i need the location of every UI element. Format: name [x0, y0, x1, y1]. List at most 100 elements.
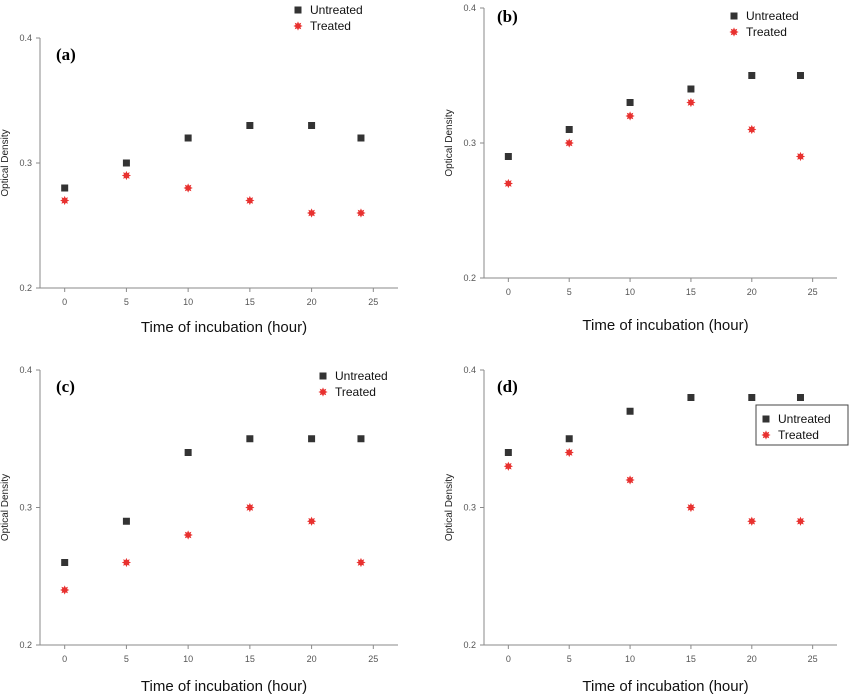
- x-tick-label: 15: [245, 654, 255, 664]
- untreated-point: [504, 153, 512, 160]
- treated-point: [183, 530, 193, 540]
- y-tick-label: 0.3: [19, 503, 32, 513]
- untreated-point: [246, 122, 254, 129]
- treated-point: [183, 183, 193, 193]
- legend-label-untreated: Untreated: [335, 369, 388, 383]
- x-tick-label: 15: [245, 297, 255, 307]
- panel-label: (b): [497, 7, 518, 26]
- y-axis-label: Optical Density: [0, 129, 11, 196]
- y-axis-label: Optical Density: [0, 474, 11, 541]
- y-tick-label: 0.2: [19, 640, 32, 650]
- legend-marker-treated: [761, 430, 771, 440]
- legend-label-treated: Treated: [335, 385, 376, 399]
- x-axis-label: Time of incubation (hour): [141, 319, 307, 336]
- untreated-point: [122, 159, 130, 167]
- series-treated: [60, 502, 366, 595]
- legend-marker-treated: [729, 27, 739, 37]
- legend-label-untreated: Untreated: [310, 3, 363, 17]
- x-tick-label: 10: [183, 297, 193, 307]
- treated-point: [564, 138, 574, 148]
- x-tick-label: 5: [124, 297, 129, 307]
- x-tick-label: 20: [307, 297, 317, 307]
- x-axis-label: Time of incubation (hour): [582, 317, 748, 334]
- legend-label-untreated: Untreated: [746, 9, 799, 23]
- legend-marker-untreated: [762, 415, 770, 423]
- untreated-point: [504, 449, 512, 456]
- untreated-point: [308, 122, 316, 129]
- untreated-point: [308, 435, 316, 443]
- y-tick-label: 0.4: [463, 365, 476, 375]
- untreated-point: [246, 435, 254, 443]
- treated-point: [564, 447, 574, 458]
- panel-label: (c): [56, 377, 75, 396]
- treated-point: [625, 475, 635, 485]
- y-tick-label: 0.3: [463, 503, 476, 513]
- legend: Untreated Treated: [318, 369, 388, 399]
- y-tick-label: 0.4: [19, 33, 32, 43]
- x-tick-label: 20: [747, 654, 757, 664]
- untreated-point: [61, 184, 69, 192]
- treated-point: [795, 151, 806, 162]
- series-untreated: [61, 122, 365, 192]
- panel-d: 0.2 0.3 0.4 0 5 10 15 20 25 Time of incubation (h…: [444, 365, 849, 695]
- series-untreated: [61, 435, 365, 566]
- legend: Untreated Treated: [729, 9, 799, 39]
- x-tick-label: 25: [808, 287, 818, 297]
- treated-point: [60, 585, 70, 595]
- treated-point: [503, 461, 513, 471]
- x-tick-label: 0: [506, 287, 511, 297]
- legend-marker-untreated: [294, 6, 302, 14]
- untreated-point: [565, 435, 573, 443]
- treated-point: [356, 557, 366, 568]
- panel-c: 0.2 0.3 0.4 0 5 10 15 20 25 Time of incubation (h…: [0, 365, 398, 695]
- x-tick-label: 20: [307, 654, 317, 664]
- untreated-point: [184, 449, 192, 456]
- untreated-point: [796, 394, 804, 401]
- panel-label: (d): [497, 377, 518, 396]
- legend-marker-untreated: [319, 372, 327, 380]
- y-tick-label: 0.2: [19, 283, 32, 293]
- treated-point: [625, 111, 635, 121]
- x-tick-label: 15: [686, 654, 696, 664]
- series-untreated: [504, 394, 804, 456]
- untreated-point: [687, 85, 695, 93]
- legend-marker-untreated: [730, 12, 738, 20]
- y-tick-label: 0.2: [463, 640, 476, 650]
- x-tick-label: 10: [625, 287, 635, 297]
- treated-point: [60, 195, 70, 206]
- untreated-point: [687, 394, 695, 401]
- treated-point: [306, 516, 317, 526]
- x-tick-label: 10: [625, 654, 635, 664]
- legend-label-treated: Treated: [778, 428, 819, 442]
- treated-point: [686, 502, 696, 513]
- untreated-point: [565, 126, 573, 133]
- treated-point: [747, 124, 757, 135]
- series-untreated: [504, 72, 804, 160]
- legend-marker-treated: [293, 21, 303, 31]
- untreated-point: [748, 394, 756, 401]
- series-treated: [60, 170, 366, 218]
- x-tick-label: 15: [686, 287, 696, 297]
- y-tick-label: 0.2: [463, 273, 476, 283]
- legend-label-treated: Treated: [746, 25, 787, 39]
- untreated-point: [122, 517, 130, 525]
- treated-point: [121, 557, 132, 568]
- y-tick-label: 0.4: [19, 365, 32, 375]
- treated-point: [503, 178, 513, 189]
- x-axis-label: Time of incubation (hour): [141, 678, 307, 695]
- x-tick-label: 5: [124, 654, 129, 664]
- legend-box: [755, 404, 849, 446]
- untreated-point: [357, 134, 365, 142]
- y-axis-label: Optical Density: [444, 474, 455, 541]
- untreated-point: [357, 435, 365, 443]
- x-tick-label: 25: [368, 654, 378, 664]
- untreated-point: [61, 559, 69, 566]
- untreated-point: [748, 72, 756, 79]
- x-tick-label: 25: [808, 654, 818, 664]
- x-tick-label: 5: [567, 654, 572, 664]
- x-tick-label: 5: [567, 287, 572, 297]
- legend: Untreated Treated: [755, 404, 849, 446]
- treated-point: [686, 97, 696, 108]
- y-tick-label: 0.3: [463, 138, 476, 148]
